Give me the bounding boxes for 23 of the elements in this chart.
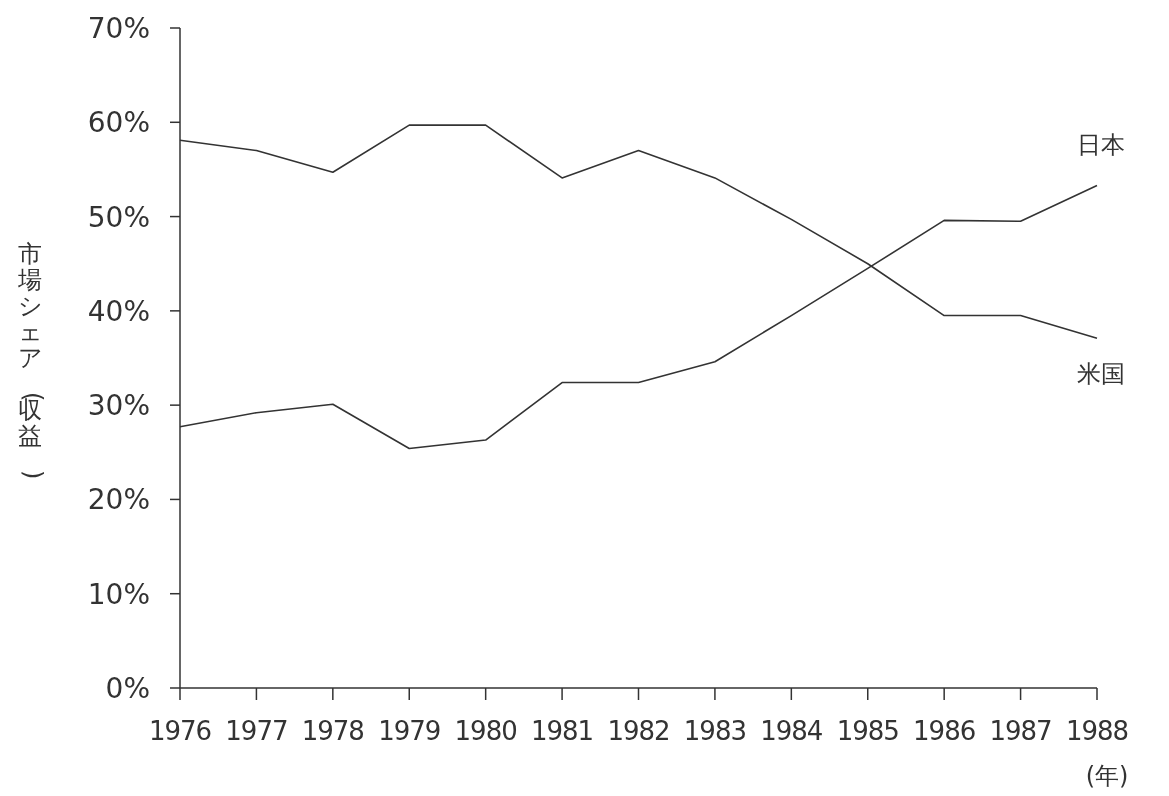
ytick: 0% — [105, 672, 150, 705]
ytick: 20% — [87, 483, 150, 517]
xlabel: (年) — [1085, 762, 1129, 790]
xtick: 1987 — [989, 716, 1052, 746]
ytick: 70% — [87, 12, 150, 45]
xtick: 1988 — [1065, 716, 1129, 746]
xtick: 1983 — [683, 716, 746, 746]
ylabel: 市場シェア(収益) — [17, 240, 48, 480]
xtick: 1978 — [301, 716, 364, 746]
xtick: 1986 — [913, 716, 976, 746]
ytick: 40% — [87, 294, 150, 328]
xtick: 1982 — [607, 716, 670, 746]
ytick: 60% — [87, 106, 150, 140]
xtick: 1979 — [378, 716, 441, 746]
xtick: 1980 — [454, 716, 517, 746]
xtick: 1981 — [531, 716, 594, 746]
ytick: 30% — [87, 389, 150, 423]
xtick: 1977 — [225, 716, 288, 746]
ytick: 50% — [87, 200, 150, 234]
xtick: 1976 — [148, 716, 212, 746]
xtick: 1984 — [760, 716, 823, 746]
ytick: 10% — [87, 577, 150, 611]
xtick: 1985 — [836, 716, 899, 746]
